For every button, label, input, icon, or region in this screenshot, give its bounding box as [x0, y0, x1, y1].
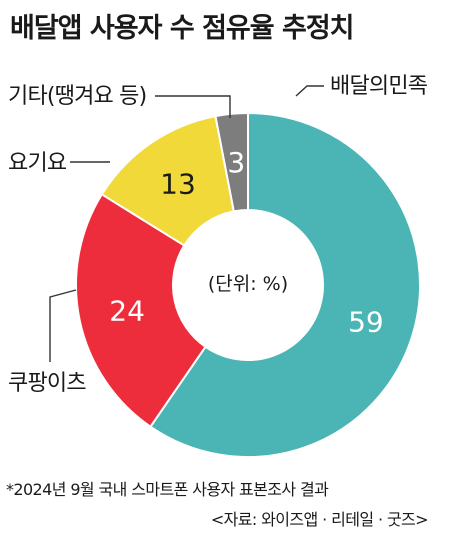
callout-line-others — [155, 95, 231, 118]
footnote-source: <자료: 와이즈앱 · 리테일 · 굿즈> — [210, 510, 429, 529]
slice-others — [214, 111, 249, 213]
data-label-baemin: 59 — [348, 306, 384, 339]
data-label-coupang-eats: 24 — [109, 294, 145, 327]
slice-coupang-eats — [75, 192, 207, 429]
category-label-coupang-eats: 쿠팡이츠 — [8, 371, 86, 396]
center-unit-label: (단위: %) — [208, 273, 288, 295]
callout-line-baemin — [295, 85, 324, 97]
slice-baemin — [149, 111, 421, 458]
footnote-survey: *2024년 9월 국내 스마트폰 사용자 표본조사 결과 — [6, 480, 329, 499]
chart-title: 배달앱 사용자 수 점유율 추정치 — [10, 13, 355, 44]
data-label-others: 3 — [227, 146, 245, 179]
category-label-others: 기타(땡겨요 등) — [8, 84, 146, 109]
category-label-baemin: 배달의민족 — [330, 74, 428, 99]
data-label-yogiyo: 13 — [160, 167, 196, 200]
category-label-yogiyo: 요기요 — [8, 151, 67, 176]
callout-line-coupang-eats — [49, 289, 77, 362]
